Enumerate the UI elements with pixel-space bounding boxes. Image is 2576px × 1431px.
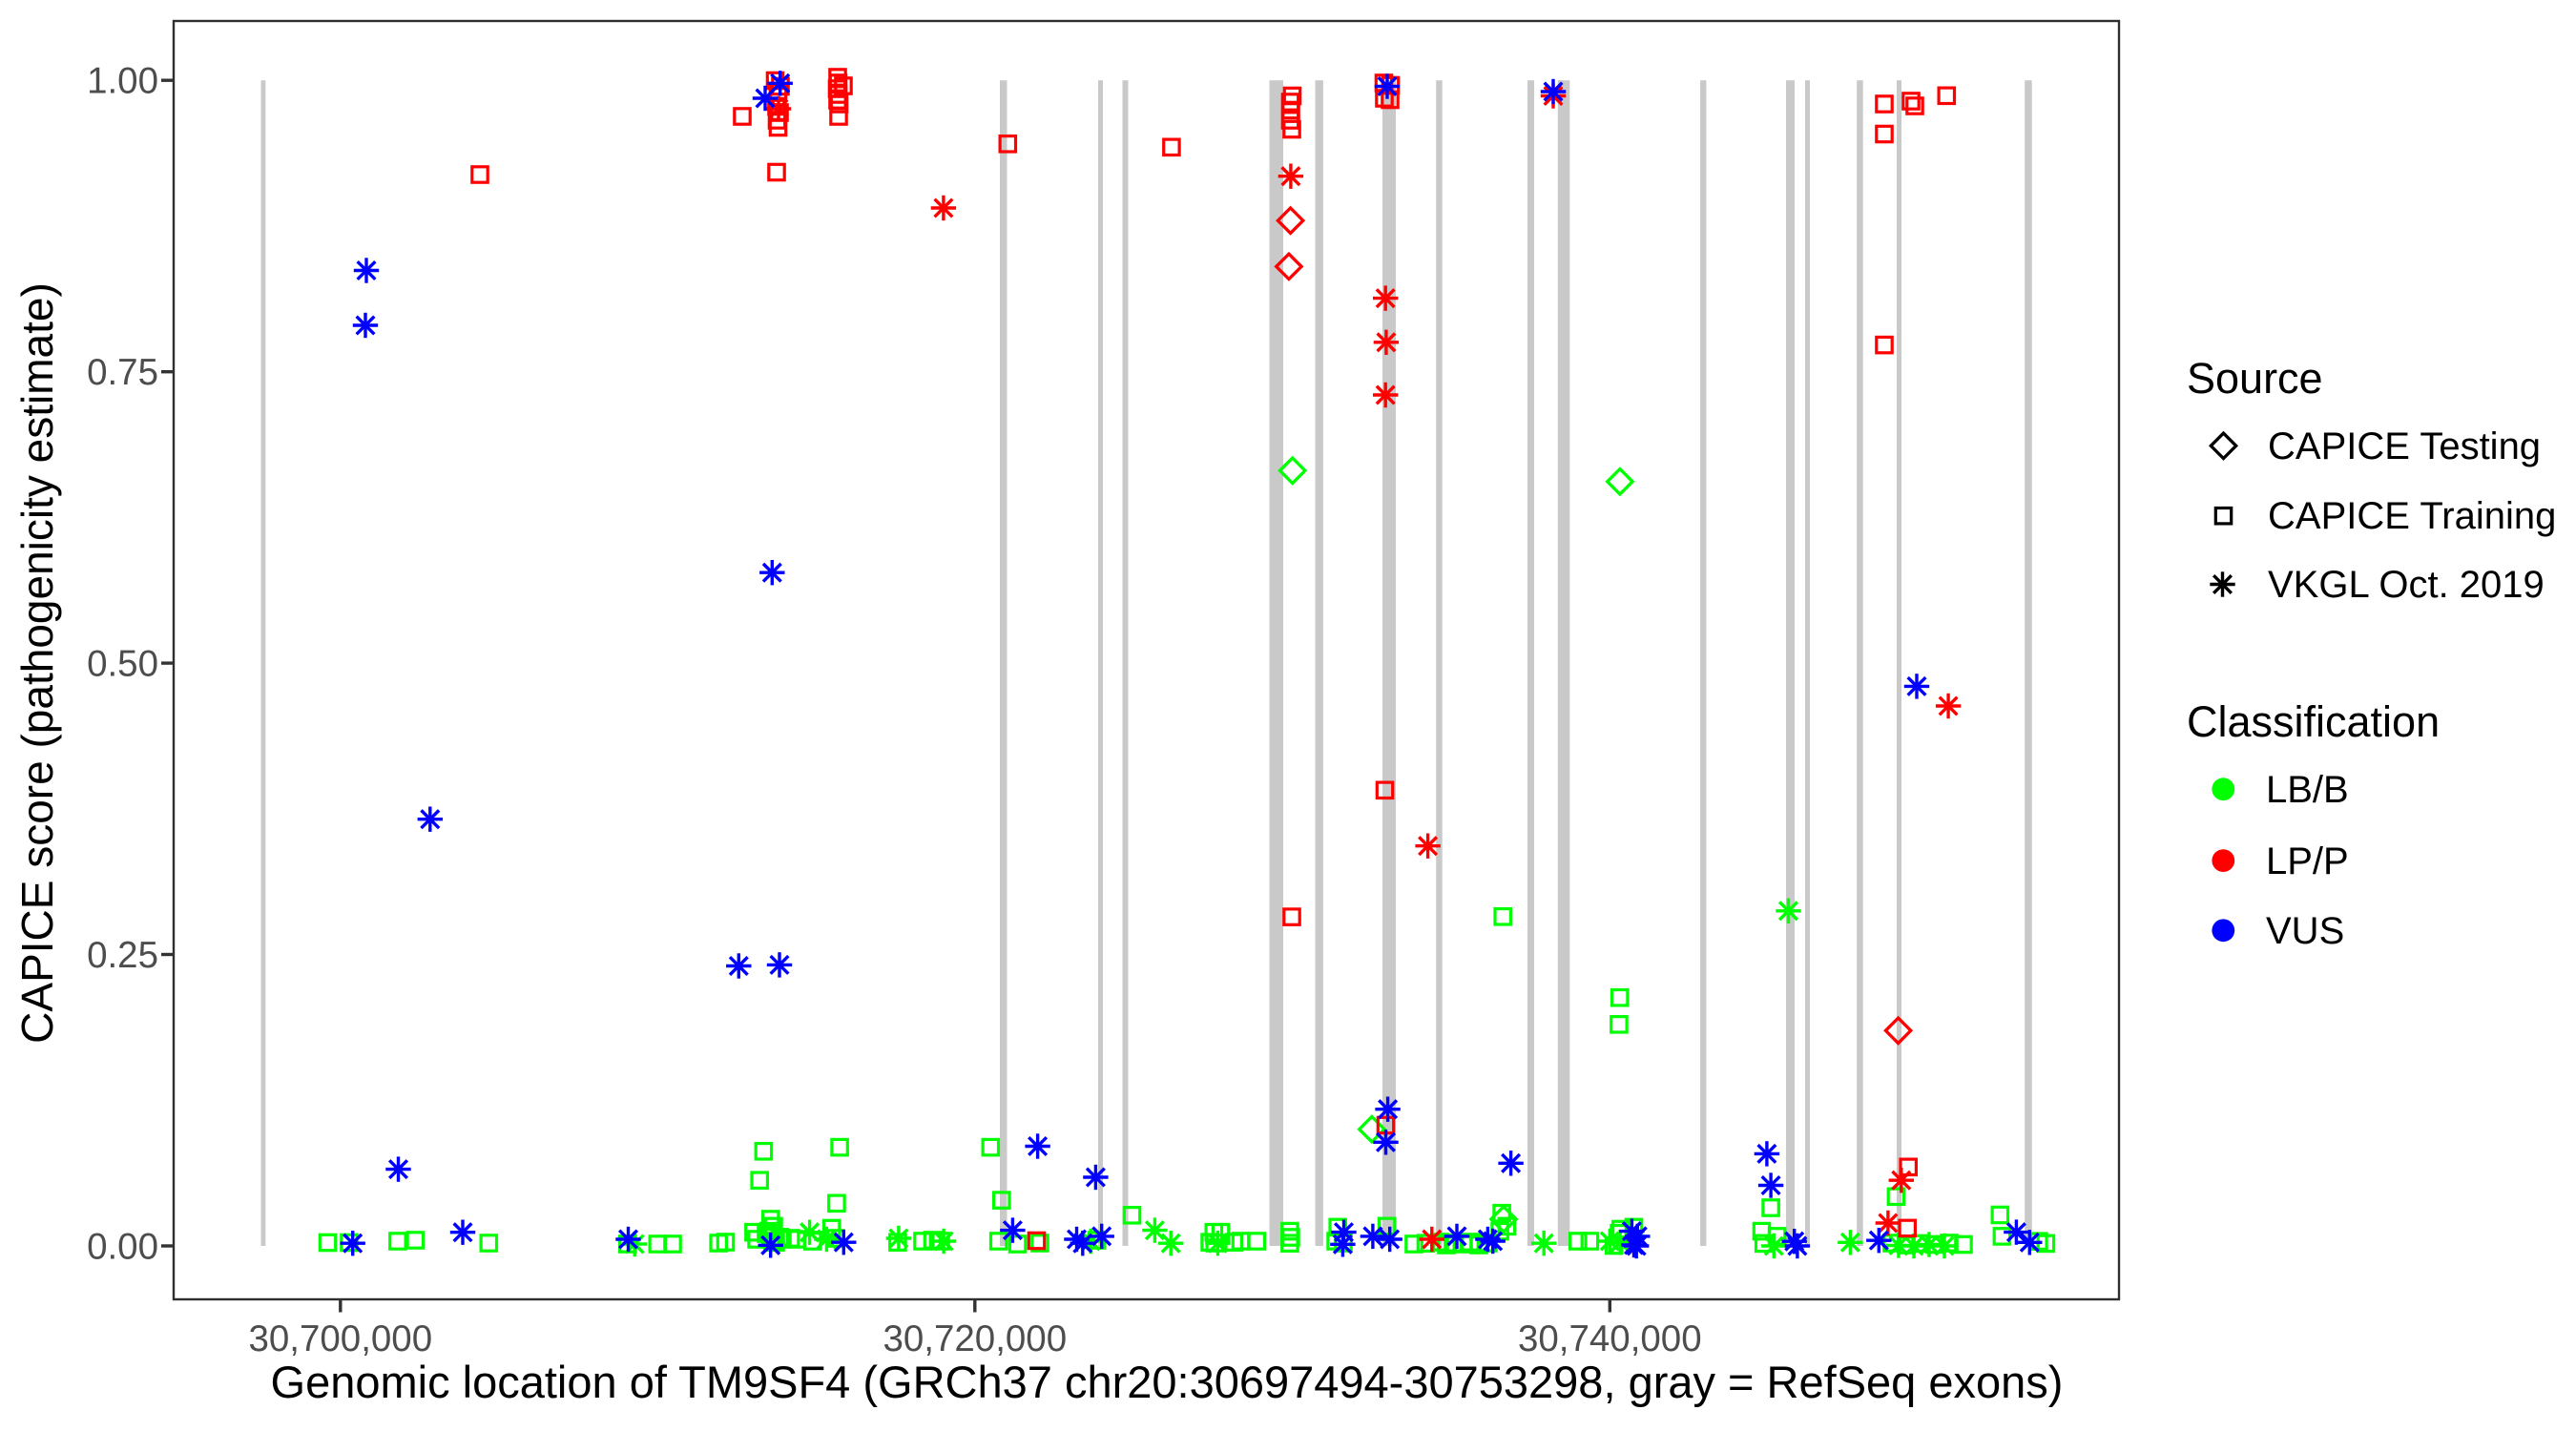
svg-text:Classification: Classification — [2187, 697, 2440, 746]
svg-text:30,720,000: 30,720,000 — [883, 1318, 1067, 1359]
svg-text:LP/P: LP/P — [2266, 840, 2349, 882]
svg-text:0.50: 0.50 — [87, 643, 158, 684]
svg-text:CAPICE Training: CAPICE Training — [2268, 495, 2556, 537]
svg-text:0.75: 0.75 — [87, 352, 158, 393]
svg-text:0.25: 0.25 — [87, 935, 158, 976]
svg-text:CAPICE score (pathogenicity es: CAPICE score (pathogenicity estimate) — [12, 282, 62, 1044]
svg-text:Source: Source — [2187, 354, 2323, 403]
svg-text:VKGL Oct. 2019: VKGL Oct. 2019 — [2268, 564, 2545, 606]
svg-text:Genomic location of TM9SF4 (GR: Genomic location of TM9SF4 (GRCh37 chr20… — [271, 1357, 2064, 1407]
svg-text:30,700,000: 30,700,000 — [248, 1318, 432, 1359]
svg-text:VUS: VUS — [2266, 910, 2344, 952]
svg-text:0.00: 0.00 — [87, 1226, 158, 1267]
svg-text:1.00: 1.00 — [87, 61, 158, 102]
svg-text:LB/B: LB/B — [2266, 769, 2349, 811]
svg-text:30,740,000: 30,740,000 — [1518, 1318, 1702, 1359]
svg-text:CAPICE Testing: CAPICE Testing — [2268, 425, 2541, 467]
